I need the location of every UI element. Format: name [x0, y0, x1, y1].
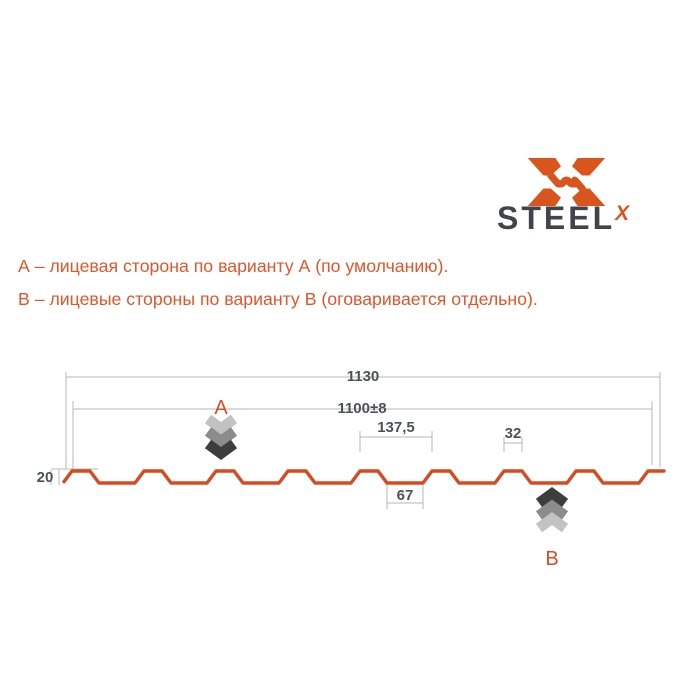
- svg-text:32: 32: [505, 425, 522, 442]
- svg-text:67: 67: [397, 487, 414, 504]
- svg-text:A: A: [214, 397, 228, 419]
- svg-text:137,5: 137,5: [377, 419, 415, 436]
- svg-text:20: 20: [37, 469, 54, 486]
- svg-text:B: B: [545, 548, 558, 570]
- svg-text:1130: 1130: [347, 368, 380, 385]
- svg-text:1100±8: 1100±8: [337, 400, 386, 417]
